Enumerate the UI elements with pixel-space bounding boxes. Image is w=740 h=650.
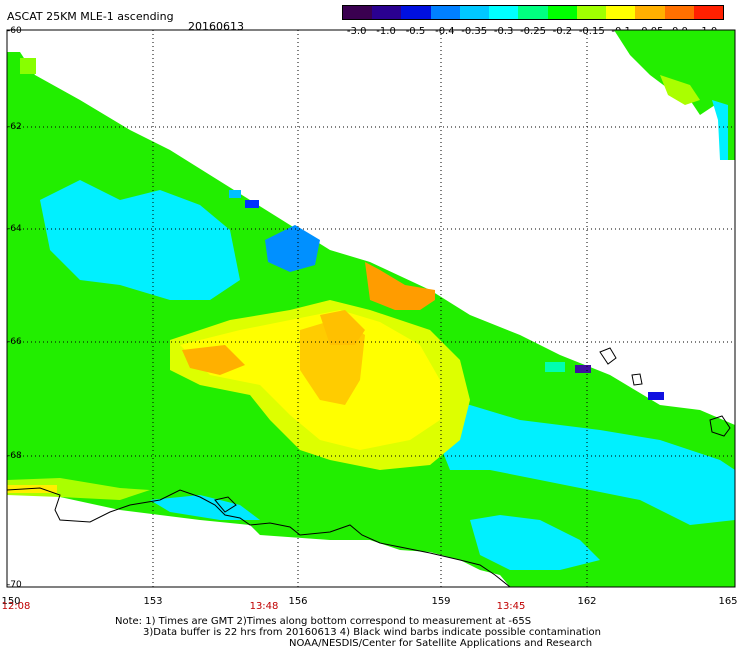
colorbar-tick-label: -1.0: [376, 26, 396, 37]
colorbar-tick-label: -0.3: [493, 26, 514, 37]
lon-label: 156: [288, 596, 308, 607]
colorbar-segment: [576, 6, 607, 19]
colorbar-segment: [343, 6, 373, 19]
colorbar-tick-label: -0.5: [405, 26, 426, 37]
coastline-island: [214, 496, 237, 513]
colorbar-segment: [401, 6, 431, 19]
colorbar-tick-label: -0.15: [578, 26, 605, 37]
colorbar-segment: [547, 6, 577, 19]
data-swath: [7, 30, 735, 587]
colorbar-tick-label: -0.25: [520, 26, 546, 37]
colorbar-segment: [693, 6, 724, 19]
lat-label: -60: [7, 26, 22, 36]
colorbar-tick-label: -0.35: [461, 26, 488, 37]
lat-label: -62: [7, 122, 22, 132]
colorbar-segment: [489, 6, 519, 19]
lon-label: 150: [1, 596, 21, 607]
lat-label: -64: [7, 224, 22, 234]
lat-label: -68: [7, 451, 22, 461]
lon-label: 159: [431, 596, 451, 607]
colorbar-tick-label: -0.4: [435, 26, 455, 37]
colorbar-segment: [430, 6, 460, 19]
coastline-island-2: [599, 347, 617, 365]
time-label: 13:45: [496, 601, 526, 612]
colorbar-segment: [606, 6, 636, 19]
colorbar-segment: [635, 6, 665, 19]
time-label: 13:48: [249, 601, 279, 612]
coastline: [7, 487, 511, 587]
colorbar-tick-label: -0.2: [552, 26, 573, 37]
colorbar-segment: [459, 6, 490, 19]
lon-label: 165: [718, 596, 738, 607]
note-line-2: 3)Data buffer is 22 hrs from 20160613 4)…: [143, 627, 601, 638]
colorbar-segment: [664, 6, 694, 19]
graticule: [7, 30, 735, 587]
product-title: ASCAT 25KM MLE-1 ascending: [7, 10, 174, 23]
lat-label: -66: [7, 337, 22, 347]
coastline-island-4: [709, 415, 731, 437]
colorbar-tick-label: -3.0: [346, 26, 367, 37]
colorbar: [342, 5, 724, 20]
time-label: 12:08: [1, 601, 31, 612]
coastline-island-3: [631, 373, 643, 386]
plot-frame: [6, 29, 736, 588]
lon-label: 162: [577, 596, 597, 607]
lon-label: 153: [143, 596, 163, 607]
note-line-1: Note: 1) Times are GMT 2)Times along bot…: [115, 616, 532, 627]
colorbar-segment: [518, 6, 548, 19]
note-line-3: NOAA/NESDIS/Center for Satellite Applica…: [289, 638, 593, 649]
lat-label: -70: [7, 580, 22, 590]
colorbar-segment: [372, 6, 402, 19]
